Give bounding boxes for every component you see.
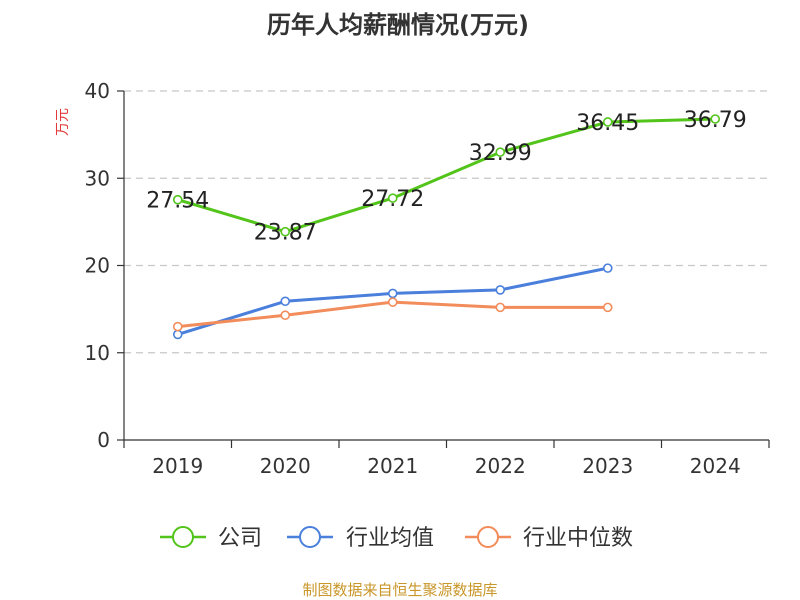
data-point — [602, 302, 613, 313]
x-tick-label: 2024 — [690, 454, 741, 478]
y-tick-label: 20 — [85, 254, 110, 278]
x-tick-label: 2023 — [582, 454, 633, 478]
legend-label: 行业中位数 — [523, 526, 633, 551]
y-tick-label: 0 — [97, 428, 110, 452]
grid — [124, 90, 769, 354]
x-tick-label: 2019 — [152, 454, 203, 478]
axes: 0 10 20 30 40 2019 2020 2021 2022 2023 2024 — [85, 79, 770, 478]
data-point — [387, 288, 398, 299]
data-point — [172, 194, 183, 205]
series-line-0 — [176, 117, 717, 234]
y-tick-label: 40 — [85, 79, 110, 103]
data-point — [495, 147, 506, 157]
x-tick-label: 2021 — [367, 454, 418, 478]
legend-label: 行业均值 — [346, 526, 434, 551]
legend-marker — [477, 526, 499, 548]
data-point — [495, 302, 506, 313]
data-point — [280, 296, 291, 307]
data-point — [280, 310, 291, 321]
legend: 公司 行业均值 行业中位数 — [160, 526, 633, 551]
data-label: 36.79 — [684, 108, 747, 133]
data-point — [495, 285, 506, 295]
legend-label: 公司 — [218, 526, 262, 551]
chart-title: 历年人均薪酬情况(万元) — [267, 11, 529, 39]
data-point — [602, 117, 613, 127]
data-point — [172, 329, 183, 340]
data-label: 32.99 — [469, 141, 532, 166]
data-point — [387, 193, 398, 203]
data-label: 23.87 — [254, 221, 317, 246]
source-note: 制图数据来自恒生聚源数据库 — [302, 581, 497, 599]
y-axis-label: 万元 — [55, 108, 71, 136]
data-label: 36.45 — [576, 111, 639, 136]
data-labels: 27.54 23.87 27.72 32.99 36.45 36.79 — [146, 108, 746, 246]
legend-marker — [172, 526, 194, 548]
data-point — [280, 226, 291, 237]
x-tick-label: 2020 — [260, 454, 311, 478]
data-point — [172, 321, 183, 332]
data-point — [602, 263, 613, 273]
y-tick-label: 30 — [85, 166, 110, 190]
data-label: 27.54 — [146, 189, 209, 214]
series-lines — [172, 114, 721, 340]
y-tick-label: 10 — [85, 341, 110, 365]
data-label: 27.72 — [361, 187, 424, 212]
data-point — [710, 114, 721, 124]
legend-marker — [299, 526, 321, 548]
x-tick-label: 2022 — [475, 454, 526, 478]
data-point — [387, 297, 398, 307]
